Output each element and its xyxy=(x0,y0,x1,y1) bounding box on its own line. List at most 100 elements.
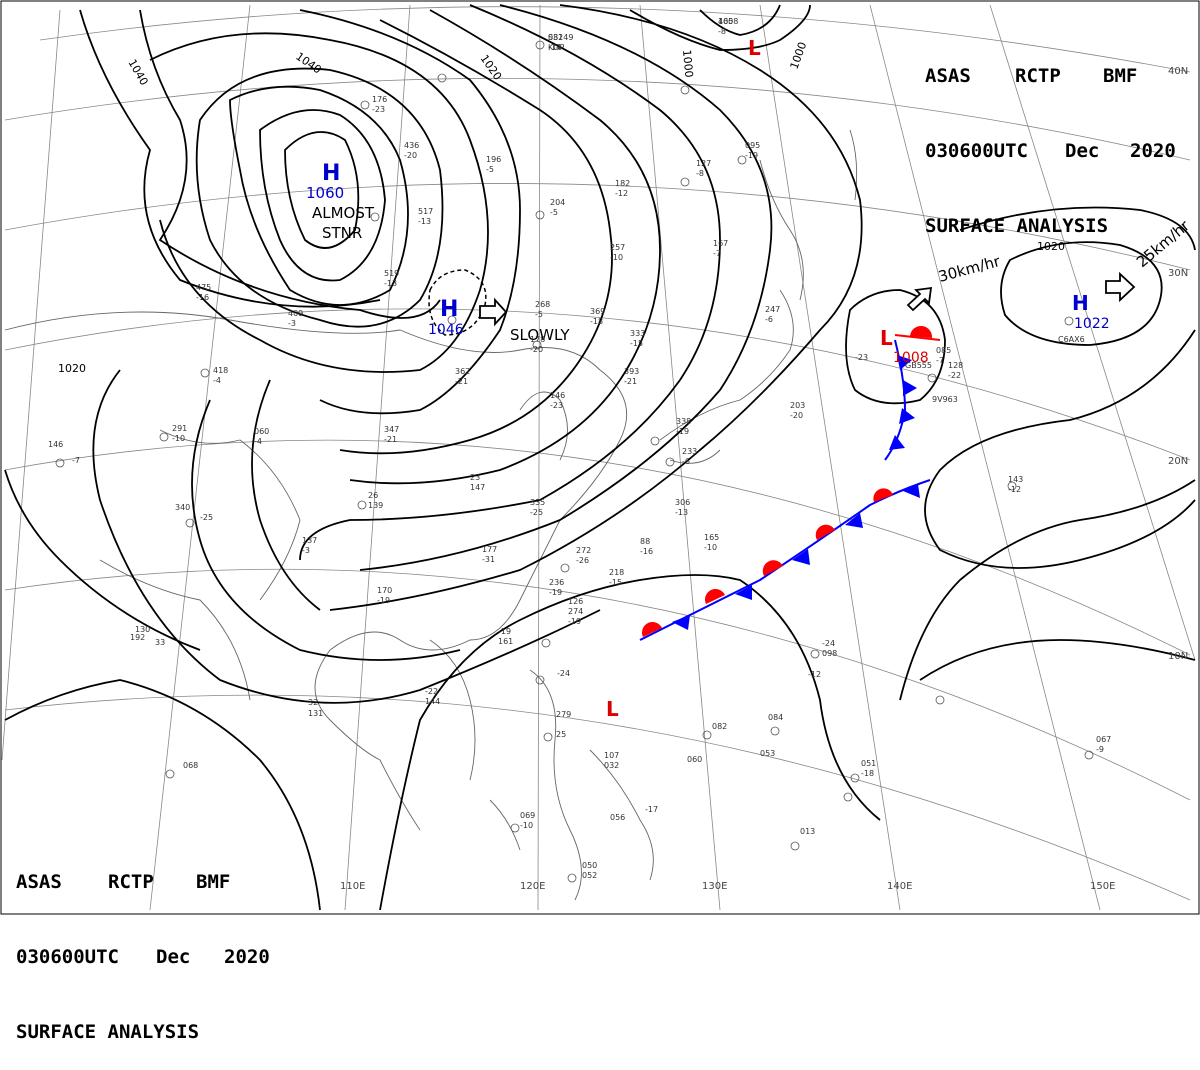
station-reading: 032 xyxy=(604,761,619,770)
station-reading: 069 xyxy=(520,811,535,820)
header-issuer: BMF xyxy=(1103,65,1138,87)
station-reading: -15 xyxy=(609,578,622,587)
isobar-label: 1020 xyxy=(1037,240,1065,253)
map-header-top-right: ASAS RCTP BMF 030600UTC Dec 2020 SURFACE ANA… xyxy=(925,14,1176,264)
station-reading: 084 xyxy=(768,713,783,722)
lon-label: 140E xyxy=(887,881,912,892)
station-reading: 338 xyxy=(676,417,691,426)
station-reading: 178 xyxy=(530,335,545,344)
station-reading: -19 xyxy=(745,151,758,160)
station-reading: 082 xyxy=(712,722,727,731)
station-reading: 052 xyxy=(582,871,597,880)
station-reading: 1008 xyxy=(718,17,738,26)
station-reading: 161 xyxy=(498,637,513,646)
header-title: SURFACE ANALYSIS xyxy=(16,1021,200,1043)
station-reading: -18 xyxy=(590,317,603,326)
station-reading: KGP xyxy=(548,43,564,52)
station-reading: 107 xyxy=(604,751,619,760)
station-reading: -12 xyxy=(1008,485,1021,494)
station-reading: 196 xyxy=(486,155,501,164)
station-reading: -20 xyxy=(790,411,803,420)
station-reading: -16 xyxy=(640,547,653,556)
station-reading: -10 xyxy=(172,434,185,443)
station-reading: 177 xyxy=(482,545,497,554)
station-reading: -23 xyxy=(855,353,868,362)
station-reading: 085 xyxy=(936,346,951,355)
station-reading: 247 xyxy=(765,305,780,314)
header-year: 2020 xyxy=(224,946,270,968)
station-reading: -7 xyxy=(72,456,80,465)
annotation-stnr: STNR xyxy=(322,224,362,242)
lon-label: 150E xyxy=(1090,881,1115,892)
isobars xyxy=(4,4,1196,911)
station-reading: -5 xyxy=(535,310,543,319)
header-month: Dec xyxy=(1065,140,1100,162)
arrow-25kmhr-icon xyxy=(1105,271,1136,303)
station-reading: 369 xyxy=(590,307,605,316)
station-reading: -19 xyxy=(377,596,390,605)
station-reading: 053 xyxy=(760,749,775,758)
weather-map: 1040 1040 1020 1000 1000 1020 1020 H 106… xyxy=(0,0,1200,915)
station-reading: 393 xyxy=(624,367,639,376)
station-reading: -25 xyxy=(530,508,543,517)
station-reading: 192 xyxy=(130,633,145,642)
station-reading: -31 xyxy=(482,555,495,564)
station-reading: -21 xyxy=(384,435,397,444)
station-reading: -6 xyxy=(682,457,690,466)
isobar-label: 1020 xyxy=(58,362,86,375)
station-reading: 176 xyxy=(372,95,387,104)
high-symbol: H xyxy=(1072,291,1089,315)
station-reading: -17 xyxy=(645,805,658,814)
map-header-bottom-left: ASAS RCTP BMF 030600UTC Dec 2020 SURFACE ANA… xyxy=(16,820,270,1070)
station-reading: 519 xyxy=(384,269,399,278)
pressure-value: 1060 xyxy=(306,184,344,202)
station-reading: -3 xyxy=(302,546,310,555)
station-reading: -23 xyxy=(550,401,563,410)
station-reading: 9V963 xyxy=(932,395,958,404)
station-reading: -20 xyxy=(530,345,543,354)
header-time: 030600UTC xyxy=(925,140,1028,162)
header-time: 030600UTC xyxy=(16,946,119,968)
station-reading: -19 xyxy=(568,617,581,626)
station-reading: -25 xyxy=(200,513,213,522)
high-center-1060: H 1060 xyxy=(306,161,344,202)
station-reading: 060 xyxy=(254,427,269,436)
isobar-label: 1040 xyxy=(293,50,323,77)
station-reading: 051 xyxy=(861,759,876,768)
station-reading: 146 xyxy=(550,391,565,400)
station-reading: 25 xyxy=(556,730,566,739)
station-reading: 340 xyxy=(175,503,190,512)
low-symbol: L xyxy=(606,697,619,721)
station-reading: -8 xyxy=(718,27,726,36)
station-reading: -14 xyxy=(548,43,561,52)
station-reading: 167 xyxy=(713,239,728,248)
station-reading: -13 xyxy=(384,279,397,288)
station-reading: -22 xyxy=(948,371,961,380)
station-reading: -19 xyxy=(676,427,689,436)
station-reading: -21 xyxy=(624,377,637,386)
header-issuer: BMF xyxy=(196,871,231,893)
station-reading: 146 xyxy=(48,440,63,449)
station-reading: -12 xyxy=(615,189,628,198)
station-reading: 013 xyxy=(800,827,815,836)
station-reading: -23 xyxy=(372,105,385,114)
station-reading: 465 xyxy=(718,17,733,26)
station-reading: 098 xyxy=(822,649,837,658)
station-reading: -4 xyxy=(254,437,262,446)
isobar-labels: 1040 1040 1020 1000 1000 1020 1020 xyxy=(58,40,1065,375)
station-reading: 268 xyxy=(535,300,550,309)
lat-label: 10N xyxy=(1168,651,1188,662)
station-reading: -20 xyxy=(404,151,417,160)
station-reading: 347 xyxy=(384,425,399,434)
station-reading: 081 xyxy=(548,33,563,42)
station-reading: 32 xyxy=(308,698,318,707)
station-reading: 33 xyxy=(155,638,165,647)
station-reading: 218 xyxy=(609,568,624,577)
station-reading: -24 xyxy=(822,639,835,648)
lon-label: 130E xyxy=(702,881,727,892)
station-reading: -9 xyxy=(1096,745,1104,754)
station-reading: -26 xyxy=(576,556,589,565)
annotation-slowly: SLOWLY xyxy=(510,326,570,344)
station-reading: -19 xyxy=(549,588,562,597)
lon-label: 120E xyxy=(520,881,545,892)
